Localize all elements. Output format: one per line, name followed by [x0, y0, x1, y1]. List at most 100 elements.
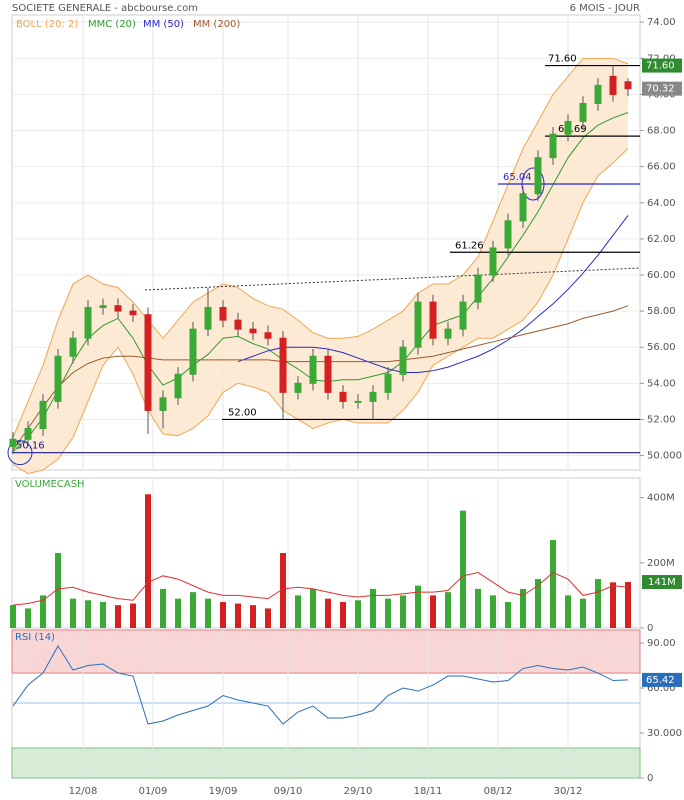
band-lower — [12, 148, 629, 475]
y-tick-label: 200M — [647, 558, 675, 569]
candle-body — [549, 133, 557, 159]
candle-body — [99, 305, 107, 309]
volume-bar — [430, 595, 436, 628]
oversold-zone — [11, 747, 641, 779]
volume-tag-label: 141M — [648, 577, 676, 588]
volume-bar — [490, 595, 496, 628]
rsi-tag-label: 65.42 — [646, 675, 675, 686]
volume-bar — [565, 595, 571, 628]
price-tag-label: 71.60 — [646, 61, 675, 72]
y-tick-label: 60.00 — [647, 683, 676, 694]
legend-entry: MM (200) — [193, 19, 240, 30]
legend-entry: BOLL (20; 2) — [16, 19, 78, 30]
x-tick-label: 29/10 — [344, 786, 373, 797]
y-tick-label: 52.00 — [647, 414, 676, 425]
x-tick-label: 19/09 — [209, 786, 238, 797]
volume-bar — [25, 608, 31, 628]
candle-body — [24, 427, 32, 440]
candle-body — [54, 355, 62, 402]
y-tick-label: 64.00 — [647, 198, 676, 209]
volume-bar — [445, 592, 451, 628]
y-tick-label: 66.00 — [647, 162, 676, 173]
candle-body — [159, 397, 167, 411]
x-tick-label: 01/09 — [139, 786, 168, 797]
legend-entry: MMC (20) — [88, 19, 136, 30]
candle-body — [489, 247, 497, 276]
candle-body — [114, 305, 122, 312]
candle-body — [564, 121, 572, 135]
volume-average — [12, 571, 629, 606]
candle-body — [69, 337, 77, 357]
volume-bar — [100, 601, 106, 628]
y-tick-label: 90.00 — [647, 638, 676, 649]
volume-bar — [10, 605, 16, 628]
volume-bar — [385, 598, 391, 628]
x-tick-label: 08/12 — [484, 786, 513, 797]
volume-tag — [642, 575, 682, 590]
volume-bar — [475, 588, 481, 628]
level-label: 52.00 — [228, 407, 257, 418]
panel-title: VOLUMECASH — [15, 479, 85, 490]
level-circle — [521, 167, 545, 201]
volume-bar — [115, 605, 121, 628]
candle-body — [369, 391, 377, 402]
volume-bar — [520, 588, 526, 628]
volume-bar — [460, 510, 466, 628]
price-tag — [642, 81, 682, 96]
volume-bar — [625, 582, 631, 628]
candle-body — [459, 301, 467, 330]
candle-body — [579, 102, 587, 123]
price-tag — [642, 58, 682, 73]
volume-bar — [250, 605, 256, 628]
volume-bar — [340, 601, 346, 628]
volume-bar — [40, 595, 46, 628]
volume-bar — [130, 603, 136, 628]
candle-body — [39, 400, 47, 429]
volume-bar — [85, 600, 91, 628]
y-tick-label: 58.00 — [647, 306, 676, 317]
volume-bar — [220, 601, 226, 628]
y-tick-label: 0 — [647, 623, 653, 634]
volume-bar — [280, 553, 286, 628]
level-label: 71.60 — [548, 54, 577, 65]
volume-bar — [145, 494, 151, 628]
candle-body — [189, 328, 197, 375]
x-tick-label: 30/12 — [554, 786, 583, 797]
candle-body — [144, 314, 152, 411]
x-tick-label: 12/08 — [69, 786, 98, 797]
volume-bar — [235, 603, 241, 628]
y-tick-label: 56.00 — [647, 342, 676, 353]
moving-average — [12, 112, 629, 453]
volume-bar — [175, 598, 181, 628]
y-tick-label: 60.00 — [647, 270, 676, 281]
candle-body — [534, 157, 542, 195]
y-tick-label: 30.000 — [647, 728, 682, 739]
legend-entry: MM (50) — [143, 19, 184, 30]
candle-body — [279, 337, 287, 393]
volume-bar — [370, 588, 376, 628]
y-tick-label: 0 — [647, 773, 653, 784]
volume-bar — [310, 588, 316, 628]
moving-average — [12, 305, 629, 451]
candle-body — [519, 193, 527, 222]
candle-body — [624, 81, 632, 90]
volume-bar — [265, 608, 271, 628]
candle-body — [594, 84, 602, 104]
x-tick-label: 18/11 — [414, 786, 443, 797]
candle-body — [324, 355, 332, 393]
overbought-zone — [11, 629, 641, 674]
price-tag-label: 70.32 — [646, 84, 675, 95]
candle-body — [294, 382, 302, 393]
candle-body — [354, 400, 362, 403]
y-tick-label: 400M — [647, 493, 675, 504]
candle-body — [474, 274, 482, 303]
volume-bar — [160, 588, 166, 628]
panel-title: RSI (14) — [15, 632, 55, 643]
volume-bar — [535, 579, 541, 628]
rsi-line — [12, 645, 629, 725]
candle-body — [384, 373, 392, 393]
period: 6 MOIS - JOUR — [570, 3, 640, 14]
level-label: 61.26 — [455, 240, 484, 251]
moving-average — [237, 215, 629, 373]
